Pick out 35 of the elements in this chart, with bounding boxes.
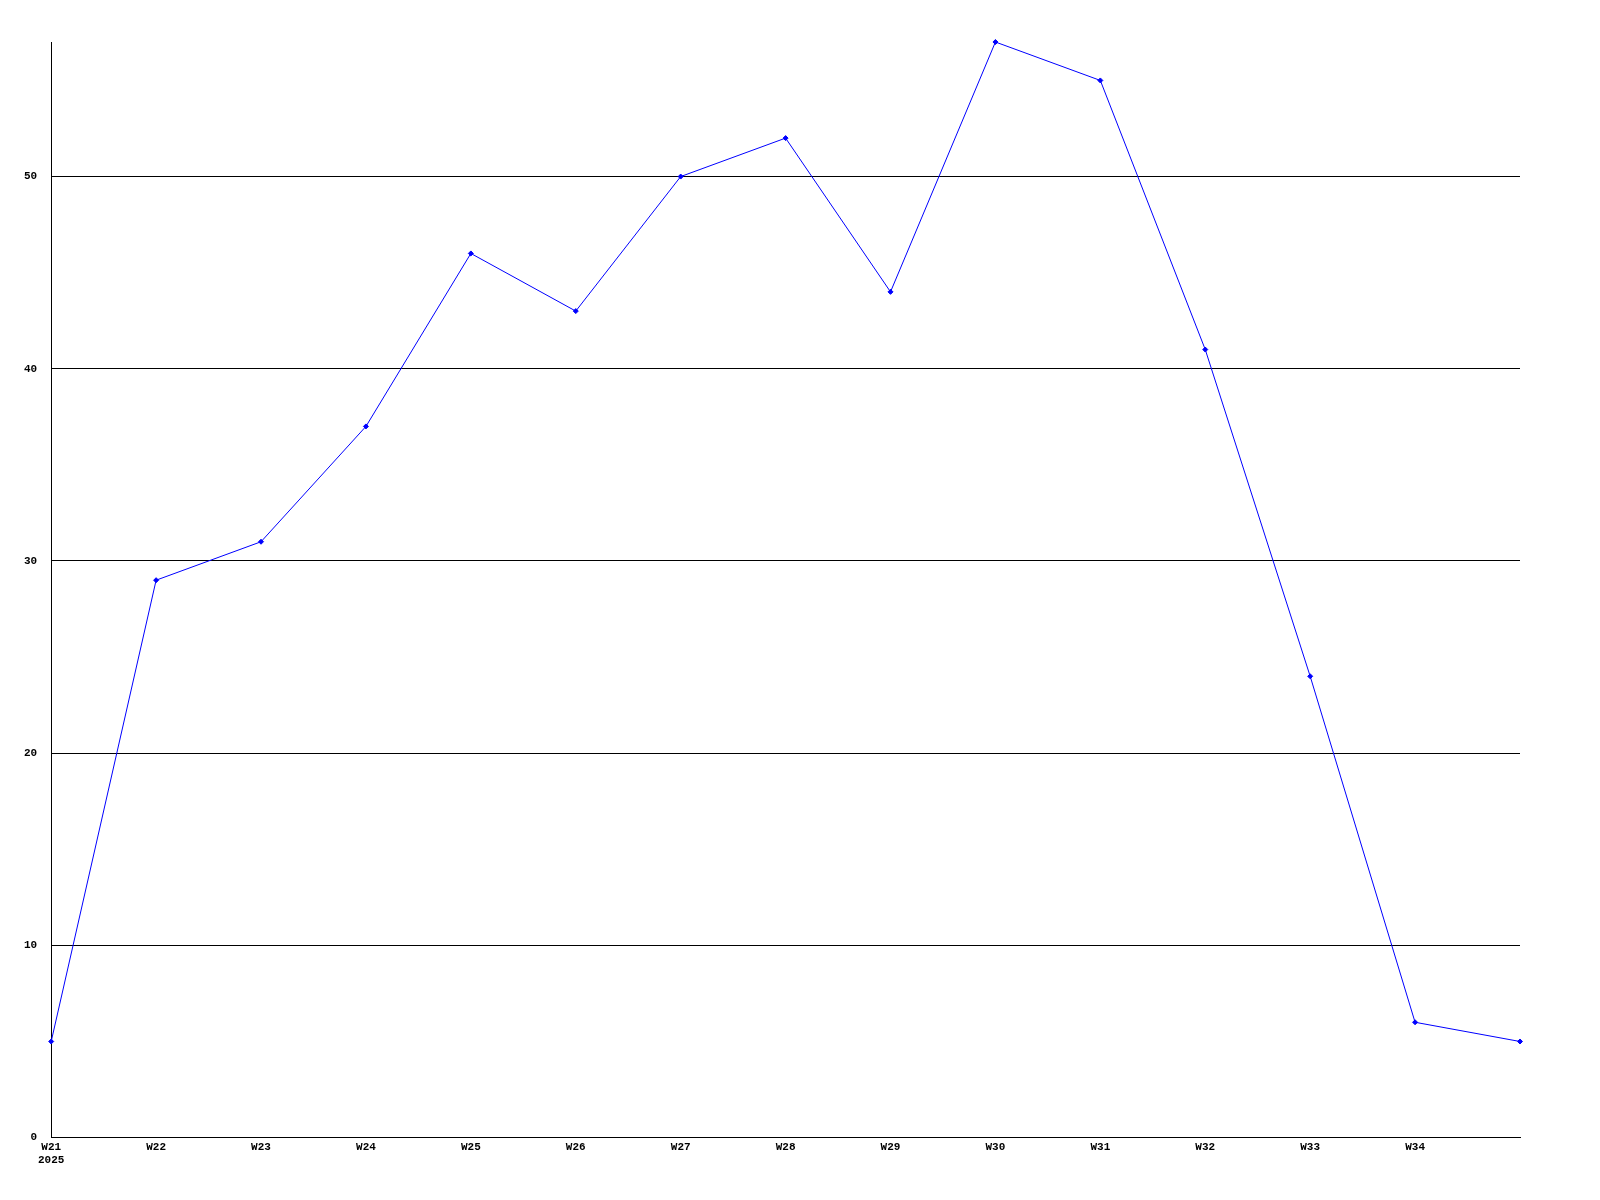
point [1097,77,1104,84]
x-tick-label: W32 [1195,1140,1216,1153]
y-tick-label: 10 [24,939,38,952]
point [992,39,999,45]
y-tick-label: 0 [30,1131,38,1144]
x-tick-label: W28 [775,1140,796,1153]
x-tick-label: W30 [985,1140,1006,1153]
y-tick-label: 50 [24,170,38,183]
x-tick-label: W33 [1300,1140,1321,1153]
point [1412,1019,1419,1026]
point [782,135,789,142]
point [887,288,894,295]
y-tick-label: 30 [24,554,38,567]
x-tick-label: W25 [460,1140,482,1153]
y-tick-label: 20 [24,746,38,759]
point [677,173,684,180]
point [467,250,474,257]
point [1517,1038,1523,1045]
point [258,538,265,545]
point [1202,346,1209,353]
point [1307,673,1314,680]
x-tick-label: W34 [1405,1140,1426,1153]
x-tick-label: W23 [251,1140,272,1153]
point [362,423,369,430]
point [572,308,579,315]
x-tick-label: W27 [670,1140,691,1153]
point [153,577,160,584]
x-tick-label: W21 2025 [38,1140,65,1167]
x-tick-label: W31 [1090,1140,1111,1153]
x-tick-label: W22 [146,1140,167,1153]
y-tick-label: 40 [24,362,38,375]
x-tick-label: W24 [356,1140,377,1153]
x-tick-label: W29 [880,1140,901,1153]
x-tick-label: W26 [565,1140,586,1153]
point [48,1038,55,1045]
